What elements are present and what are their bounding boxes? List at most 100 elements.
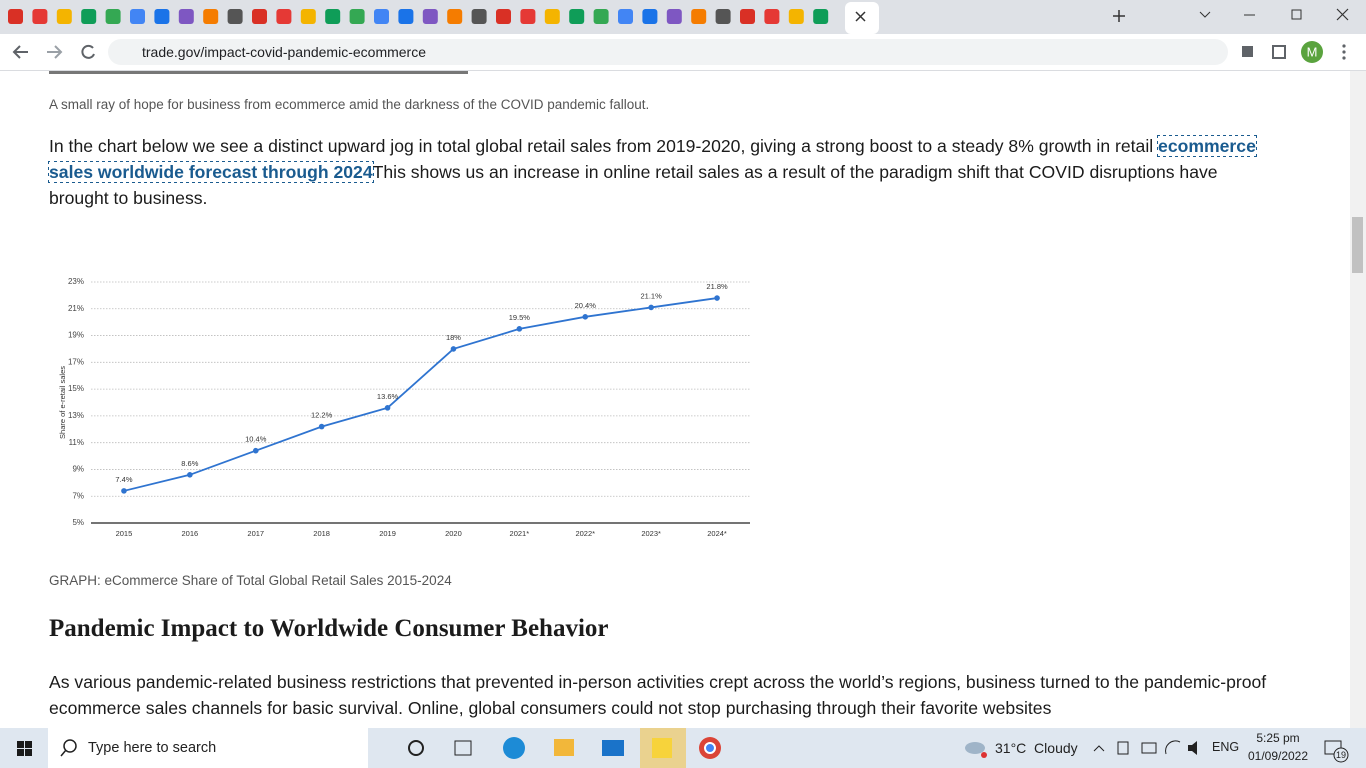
y-tick-label: 7% xyxy=(72,491,84,500)
tab[interactable] xyxy=(520,9,536,24)
search-text[interactable]: Type here to search xyxy=(88,740,217,756)
tab[interactable] xyxy=(398,9,414,24)
tab[interactable] xyxy=(618,9,633,24)
point xyxy=(648,304,654,311)
y-tick-label: 17% xyxy=(68,357,84,366)
tab[interactable] xyxy=(276,9,292,24)
profile-initial: M xyxy=(1307,44,1318,59)
tab[interactable] xyxy=(178,9,194,24)
y-tick-label: 11% xyxy=(69,438,84,447)
tab[interactable] xyxy=(349,9,365,24)
tab[interactable] xyxy=(544,9,560,24)
taskbar: Type here to search 31°C Cloudy ENG 5:25… xyxy=(0,728,1366,768)
x-tick-label: 2017 xyxy=(247,529,264,538)
side-panel[interactable] xyxy=(1272,45,1286,59)
weather[interactable]: 31°C Cloudy xyxy=(995,740,1078,756)
x-tick-label: 2020 xyxy=(445,529,462,538)
tab[interactable] xyxy=(740,9,755,24)
point xyxy=(450,346,457,352)
line xyxy=(123,297,718,492)
mail[interactable] xyxy=(602,740,624,756)
x-tick-label: 2023* xyxy=(641,529,661,538)
y-tick-label: 13% xyxy=(68,411,84,420)
scrollbar[interactable] xyxy=(1350,71,1366,728)
tab[interactable] xyxy=(593,9,609,24)
edge[interactable] xyxy=(503,737,525,759)
scroll-thumb[interactable] xyxy=(1352,217,1363,273)
chart: 5% 7% 9% 11% 13% 15% 17% 19% 21% 23% Share of e-re… xyxy=(58,277,750,538)
tab-icons xyxy=(8,2,1349,34)
extensions[interactable] xyxy=(1242,46,1253,57)
tab[interactable] xyxy=(203,9,219,24)
search-box[interactable] xyxy=(48,728,368,768)
tab[interactable] xyxy=(130,9,145,24)
y-axis-label: Share of e-retail sales xyxy=(58,366,67,439)
tab[interactable] xyxy=(471,9,487,24)
value-label: 21.8% xyxy=(706,282,728,291)
task-view[interactable] xyxy=(408,740,424,756)
url[interactable]: trade.gov/impact-covid-pandemic-ecommerc… xyxy=(142,44,426,60)
tab[interactable] xyxy=(813,9,829,24)
tab[interactable] xyxy=(374,9,389,24)
point xyxy=(516,326,523,332)
tab[interactable] xyxy=(81,9,97,24)
tab[interactable] xyxy=(32,9,48,24)
explorer[interactable] xyxy=(554,739,574,756)
new-tab[interactable] xyxy=(1113,10,1125,22)
tab[interactable] xyxy=(715,9,731,24)
start[interactable] xyxy=(17,741,32,756)
point xyxy=(714,295,720,301)
tab[interactable] xyxy=(300,9,316,24)
tab-strip xyxy=(0,0,1366,34)
back[interactable] xyxy=(12,45,28,59)
tab-search[interactable] xyxy=(1199,11,1211,18)
tab[interactable] xyxy=(788,9,804,24)
tab[interactable] xyxy=(447,9,463,24)
value-label: 13.6% xyxy=(377,392,399,401)
point xyxy=(121,488,127,494)
tab[interactable] xyxy=(325,9,341,24)
paragraph: In the chart below we see a distinct upw… xyxy=(48,133,1259,211)
y-tick-label: 19% xyxy=(68,331,84,340)
tab[interactable] xyxy=(422,9,438,24)
x-tick-label: 2022* xyxy=(575,529,595,538)
widgets[interactable] xyxy=(454,740,472,756)
link[interactable]: ecommerce sales worldwide forecast throu… xyxy=(48,135,1257,183)
forward[interactable] xyxy=(47,45,63,59)
text: In the chart below we see a distinct upw… xyxy=(49,136,1159,156)
value-label: 19.5% xyxy=(509,313,531,322)
tab[interactable] xyxy=(666,9,682,24)
point xyxy=(582,314,589,320)
image-bottom xyxy=(49,71,468,74)
tab[interactable] xyxy=(764,9,780,24)
x-tick-label: 2018 xyxy=(313,529,330,538)
reload[interactable] xyxy=(81,44,95,59)
value-label: 20.4% xyxy=(575,301,597,310)
tab[interactable] xyxy=(154,9,170,24)
tab[interactable] xyxy=(56,9,72,24)
tab[interactable] xyxy=(227,9,243,24)
tab[interactable] xyxy=(105,9,121,24)
tab[interactable] xyxy=(496,9,511,24)
paragraph: As various pandemic-related business res… xyxy=(49,672,1267,718)
close-tab[interactable] xyxy=(855,11,866,22)
point xyxy=(318,423,325,430)
restore[interactable] xyxy=(1291,9,1302,20)
notification-count: 19 xyxy=(1335,750,1346,760)
heading: Pandemic Impact to Worldwide Consumer Be… xyxy=(49,615,609,642)
time[interactable]: 5:25 pm xyxy=(1256,731,1300,745)
tab[interactable] xyxy=(642,9,658,24)
x-tick-label: 2021* xyxy=(510,529,530,538)
tab[interactable] xyxy=(252,9,267,24)
tab[interactable] xyxy=(8,9,23,24)
address-bar[interactable] xyxy=(108,39,1228,65)
date[interactable]: 01/09/2022 xyxy=(1247,749,1309,763)
weather-icon xyxy=(965,742,985,754)
tab[interactable] xyxy=(569,9,585,24)
y-tick-label: 5% xyxy=(72,518,84,527)
tab[interactable] xyxy=(691,9,707,24)
language[interactable]: ENG xyxy=(1212,740,1240,754)
close-window[interactable] xyxy=(1336,8,1349,21)
profile[interactable] xyxy=(1301,41,1323,63)
